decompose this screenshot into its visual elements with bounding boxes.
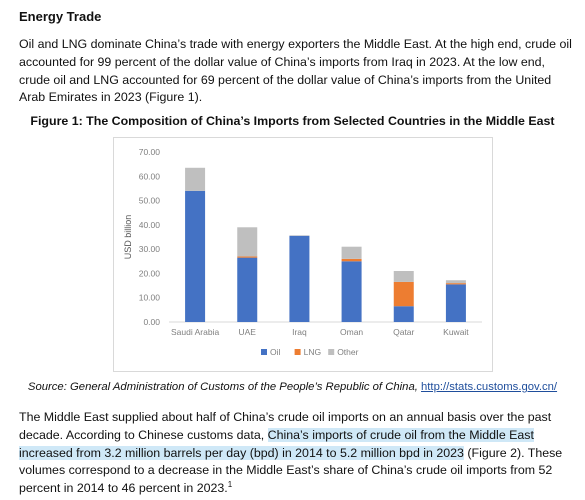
bar-segment-other: [237, 227, 258, 257]
y-tick-label: 60.00: [139, 171, 161, 181]
legend-label: LNG: [304, 347, 321, 357]
bar-segment-oil: [185, 190, 206, 322]
bar-segment-other: [445, 280, 466, 284]
source-link[interactable]: http://stats.customs.gov.cn/: [421, 381, 558, 393]
x-tick-label: Oman: [340, 327, 363, 337]
y-tick-label: 70.00: [139, 147, 161, 157]
intro-paragraph: Oil and LNG dominate China’s trade with …: [19, 37, 572, 105]
stacked-bar-chart: 0.00 10.00 20.00 30.00 40.00 50.00 60.00 70.00 U…: [123, 147, 482, 357]
footnote-marker[interactable]: 1: [227, 480, 233, 490]
legend-swatch: [294, 349, 301, 355]
y-tick-label: 50.00: [139, 196, 161, 206]
bar-segment-oil: [393, 306, 414, 322]
bar-segment-lng: [341, 258, 362, 262]
bar-segment-oil: [289, 235, 310, 322]
legend-label: Other: [337, 347, 358, 357]
y-tick-label: 30.00: [139, 244, 161, 254]
bar-segment-other: [341, 246, 362, 259]
bar-segment-other: [393, 271, 414, 282]
x-tick-label: Iraq: [292, 327, 307, 337]
legend-label: Oil: [270, 347, 281, 357]
x-tick-label: Qatar: [393, 327, 414, 337]
legend-swatch: [328, 349, 335, 355]
legend-swatch: [261, 349, 267, 355]
section-heading: Energy Trade: [19, 9, 102, 24]
figure-title: Figure 1: The Composition of China’s Imp…: [30, 114, 555, 128]
x-tick-label: Kuwait: [443, 327, 469, 337]
bar-segment-oil: [237, 257, 258, 322]
y-axis-label: USD billion: [123, 215, 133, 260]
bar-segment-oil: [445, 284, 466, 322]
chart-container: 0.00 10.00 20.00 30.00 40.00 50.00 60.00 70.00 U…: [113, 137, 493, 372]
y-tick-label: 40.00: [139, 220, 161, 230]
y-tick-label: 20.00: [139, 268, 161, 278]
source-text: Source: General Administration of Custom…: [27, 381, 418, 393]
bar-segment-oil: [341, 261, 362, 322]
bar-segment-lng: [237, 256, 258, 258]
paragraph-text-1: The Middle East supplied about half of C…: [19, 410, 552, 442]
x-tick-label: UAE: [239, 327, 257, 337]
x-tick-label: Saudi Arabia: [171, 327, 219, 337]
figure-source: Source: General Administration of Custom…: [0, 381, 585, 393]
paragraph-text-2: (Figure 2). These volumes correspond to …: [19, 445, 563, 496]
bar-segment-lng: [445, 283, 466, 285]
bar-segment-other: [185, 167, 206, 191]
y-tick-label: 10.00: [139, 293, 161, 303]
bar-segment-lng: [393, 281, 414, 307]
y-tick-label: 0.00: [143, 317, 160, 327]
body-paragraph: The Middle East supplied about half of C…: [19, 409, 575, 498]
